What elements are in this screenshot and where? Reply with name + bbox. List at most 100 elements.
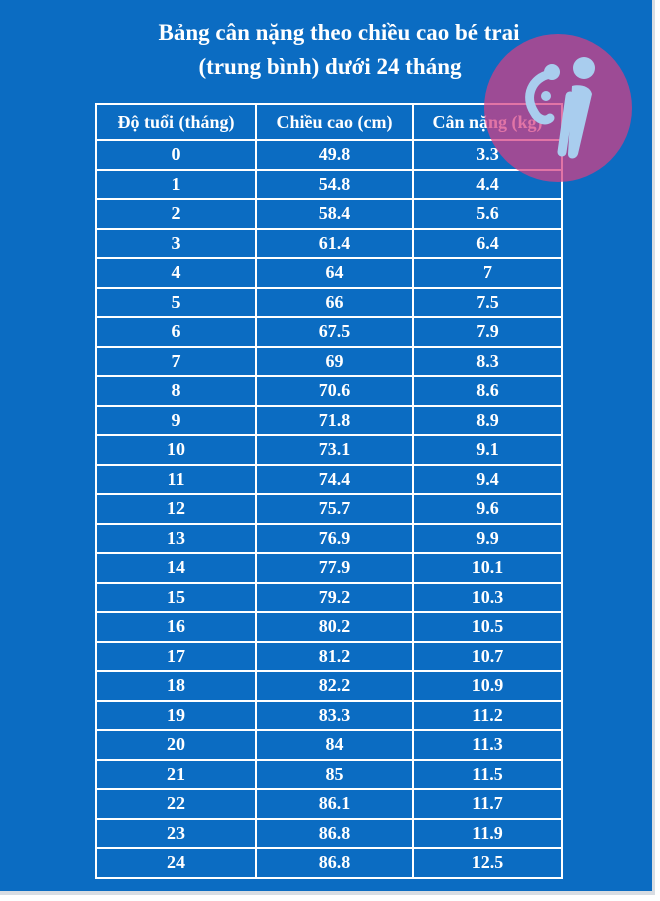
cell-age: 20 <box>95 729 257 761</box>
cell-age: 8 <box>95 375 257 407</box>
table-row: 12 75.7 9.6 <box>95 493 563 525</box>
cell-age: 10 <box>95 434 257 466</box>
cell-age: 17 <box>95 640 257 672</box>
table-row: 11 74.4 9.4 <box>95 463 563 495</box>
cell-age: 7 <box>95 345 257 377</box>
cell-height: 73.1 <box>255 434 414 466</box>
cell-weight: 9.1 <box>412 434 563 466</box>
cell-weight: 5.6 <box>412 198 563 230</box>
cell-age: 2 <box>95 198 257 230</box>
cell-height: 84 <box>255 729 414 761</box>
table-row: 16 80.2 10.5 <box>95 611 563 643</box>
cell-height: 83.3 <box>255 699 414 731</box>
cell-age: 23 <box>95 817 257 849</box>
cell-age: 13 <box>95 522 257 554</box>
cell-height: 54.8 <box>255 168 414 200</box>
cell-age: 3 <box>95 227 257 259</box>
cell-weight: 11.3 <box>412 729 563 761</box>
table-row: 1 54.8 4.4 <box>95 168 563 200</box>
cell-height: 86.1 <box>255 788 414 820</box>
table-row: 24 86.8 12.5 <box>95 847 563 879</box>
cell-weight: 8.3 <box>412 345 563 377</box>
cell-age: 4 <box>95 257 257 289</box>
cell-height: 86.8 <box>255 847 414 879</box>
cell-age: 0 <box>95 139 257 171</box>
cell-weight: 11.7 <box>412 788 563 820</box>
title-line-1: Bảng cân nặng theo chiều cao bé trai <box>158 20 520 45</box>
cell-weight: 10.5 <box>412 611 563 643</box>
cell-weight: 9.6 <box>412 493 563 525</box>
table-row: 7 69 8.3 <box>95 345 563 377</box>
cell-age: 9 <box>95 404 257 436</box>
cell-height: 81.2 <box>255 640 414 672</box>
cell-age: 5 <box>95 286 257 318</box>
table-row: 6 67.5 7.9 <box>95 316 563 348</box>
cell-weight: 6.4 <box>412 227 563 259</box>
table-row: 3 61.4 6.4 <box>95 227 563 259</box>
cell-height: 77.9 <box>255 552 414 584</box>
cell-age: 22 <box>95 788 257 820</box>
cell-age: 11 <box>95 463 257 495</box>
cell-weight: 11.9 <box>412 817 563 849</box>
table-row: 10 73.1 9.1 <box>95 434 563 466</box>
mother-and-child-logo-icon <box>525 57 595 159</box>
table-row: 4 64 7 <box>95 257 563 289</box>
cell-age: 1 <box>95 168 257 200</box>
cell-weight: 9.9 <box>412 522 563 554</box>
cell-height: 66 <box>255 286 414 318</box>
table-row: 5 66 7.5 <box>95 286 563 318</box>
cell-age: 15 <box>95 581 257 613</box>
cell-age: 14 <box>95 552 257 584</box>
table-body: 0 49.8 3.3 1 54.8 4.4 2 58.4 5.6 3 61.4 6.4 4 64 7 5 66 7… <box>95 139 563 879</box>
cell-height: 79.2 <box>255 581 414 613</box>
cell-weight: 8.9 <box>412 404 563 436</box>
cell-height: 86.8 <box>255 817 414 849</box>
cell-weight: 10.3 <box>412 581 563 613</box>
page-title: Bảng cân nặng theo chiều cao bé trai (tr… <box>0 16 660 84</box>
cell-age: 12 <box>95 493 257 525</box>
cell-height: 71.8 <box>255 404 414 436</box>
cell-weight: 12.5 <box>412 847 563 879</box>
table-row: 2 58.4 5.6 <box>95 198 563 230</box>
table-row: 19 83.3 11.2 <box>95 699 563 731</box>
cell-height: 76.9 <box>255 522 414 554</box>
cell-height: 61.4 <box>255 227 414 259</box>
table-row: 20 84 11.3 <box>95 729 563 761</box>
cell-weight: 8.6 <box>412 375 563 407</box>
cell-height: 64 <box>255 257 414 289</box>
cell-height: 67.5 <box>255 316 414 348</box>
logo <box>484 34 632 182</box>
cell-height: 85 <box>255 758 414 790</box>
cell-weight: 9.4 <box>412 463 563 495</box>
cell-height: 69 <box>255 345 414 377</box>
table-row: 13 76.9 9.9 <box>95 522 563 554</box>
cell-age: 24 <box>95 847 257 879</box>
header-age: Độ tuổi (tháng) <box>95 103 257 141</box>
table-row: 18 82.2 10.9 <box>95 670 563 702</box>
cell-age: 18 <box>95 670 257 702</box>
cell-height: 58.4 <box>255 198 414 230</box>
cell-weight: 10.7 <box>412 640 563 672</box>
table-row: 8 70.6 8.6 <box>95 375 563 407</box>
cell-height: 74.4 <box>255 463 414 495</box>
title-line-2: (trung bình) dưới 24 tháng <box>198 54 462 79</box>
header-height: Chiều cao (cm) <box>255 103 414 141</box>
table-row: 23 86.8 11.9 <box>95 817 563 849</box>
cell-height: 75.7 <box>255 493 414 525</box>
table-row: 17 81.2 10.7 <box>95 640 563 672</box>
table-row: 9 71.8 8.9 <box>95 404 563 436</box>
cell-weight: 7 <box>412 257 563 289</box>
cell-weight: 10.9 <box>412 670 563 702</box>
table-row: 21 85 11.5 <box>95 758 563 790</box>
cell-weight: 7.9 <box>412 316 563 348</box>
cell-age: 16 <box>95 611 257 643</box>
cell-weight: 10.1 <box>412 552 563 584</box>
weight-height-table: Độ tuổi (tháng) Chiều cao (cm) Cân nặng … <box>95 103 563 879</box>
cell-age: 21 <box>95 758 257 790</box>
cell-weight: 11.2 <box>412 699 563 731</box>
cell-height: 80.2 <box>255 611 414 643</box>
cell-weight: 7.5 <box>412 286 563 318</box>
cell-height: 82.2 <box>255 670 414 702</box>
cell-age: 19 <box>95 699 257 731</box>
